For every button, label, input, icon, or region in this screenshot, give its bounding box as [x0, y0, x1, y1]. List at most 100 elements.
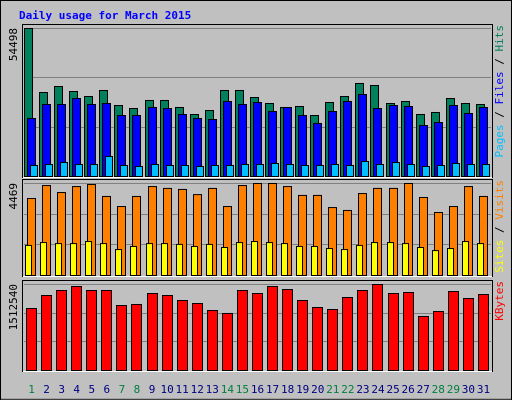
x-tick-label: 2: [43, 383, 50, 396]
bar: [236, 242, 243, 276]
x-tick-label: 28: [432, 383, 445, 396]
bar: [25, 244, 32, 277]
bar: [70, 243, 77, 276]
bar: [372, 284, 383, 371]
bar: [267, 286, 278, 371]
bar: [86, 290, 97, 371]
legend-entry: Sites: [493, 240, 506, 273]
bar: [448, 291, 459, 371]
bar: [346, 165, 354, 178]
x-tick-label: 24: [371, 383, 385, 396]
x-tick-label: 15: [236, 383, 249, 396]
bar: [90, 163, 98, 178]
bar: [407, 163, 415, 178]
x-tick-label: 21: [326, 383, 339, 396]
legend-entry: Visits: [493, 180, 506, 220]
legend-separator: /: [493, 220, 506, 240]
bar: [41, 295, 52, 372]
bar: [342, 296, 353, 371]
bar: [388, 293, 399, 372]
bar: [221, 247, 228, 276]
x-tick-label: 18: [281, 383, 294, 396]
bar: [437, 165, 445, 178]
x-tick-label: 9: [149, 383, 156, 396]
bar: [71, 286, 82, 371]
bar: [135, 166, 143, 178]
x-tick-label: 12: [191, 383, 204, 396]
x-tick-label: 11: [176, 383, 189, 396]
bar: [75, 163, 83, 178]
legend: Sites / Visits: [493, 180, 506, 273]
bar: [286, 163, 294, 178]
bar: [176, 243, 183, 277]
bar: [376, 163, 384, 178]
bar: [418, 315, 429, 371]
bar: [192, 303, 203, 371]
bar: [60, 162, 68, 177]
x-tick-label: 1: [28, 383, 35, 396]
bar: [327, 308, 338, 371]
x-tick-label: 20: [311, 383, 324, 396]
bar: [147, 293, 158, 372]
y-tick-label: 1512540: [7, 284, 20, 330]
x-tick-label: 7: [119, 383, 126, 396]
bar: [326, 248, 333, 276]
bar: [432, 250, 439, 276]
bar: [151, 163, 159, 178]
bar: [105, 156, 113, 178]
bar: [462, 241, 469, 276]
bar: [271, 162, 279, 178]
x-tick-label: 25: [386, 383, 399, 396]
bar: [417, 247, 424, 276]
x-tick-label: 19: [296, 383, 309, 396]
bar: [387, 242, 394, 276]
legend-entry: Files: [493, 71, 506, 104]
x-tick-label: 14: [221, 383, 235, 396]
bar: [55, 243, 62, 276]
x-tick-label: 5: [88, 383, 95, 396]
bar: [256, 163, 264, 178]
x-tick-label: 16: [251, 383, 264, 396]
bar: [177, 300, 188, 372]
bar: [251, 241, 258, 276]
y-tick-label: 54498: [7, 28, 20, 61]
bar: [241, 163, 249, 178]
x-tick-label: 10: [160, 383, 173, 396]
bar: [403, 291, 414, 371]
bar: [211, 165, 219, 178]
bar: [166, 165, 174, 178]
bar: [40, 242, 47, 276]
x-tick-label: 22: [341, 383, 354, 396]
bar: [115, 249, 122, 276]
bar: [207, 310, 218, 371]
x-tick-label: 3: [58, 383, 65, 396]
bar: [361, 161, 369, 177]
x-tick-label: 4: [73, 383, 80, 396]
legend-entry: Pages: [493, 124, 506, 157]
bar: [130, 245, 137, 277]
bar: [331, 163, 339, 178]
bar: [341, 249, 348, 276]
bar: [161, 243, 168, 276]
bar: [463, 298, 474, 371]
bar: [181, 165, 189, 178]
bar: [206, 243, 213, 277]
bar: [433, 311, 444, 371]
bar: [467, 163, 475, 178]
x-tick-label: 27: [417, 383, 430, 396]
x-tick-label: 6: [104, 383, 111, 396]
legend-separator: /: [493, 105, 506, 125]
bar: [26, 308, 37, 372]
legend: KBytes: [493, 281, 506, 321]
bar: [312, 307, 323, 372]
bar: [101, 290, 112, 371]
x-tick-label: 8: [134, 383, 141, 396]
bar: [478, 294, 489, 372]
bar: [301, 165, 309, 178]
x-tick-label: 26: [402, 383, 415, 396]
bar: [296, 245, 303, 277]
y-tick-label: 4469: [7, 183, 20, 210]
bar: [392, 162, 400, 177]
bar: [356, 244, 363, 277]
